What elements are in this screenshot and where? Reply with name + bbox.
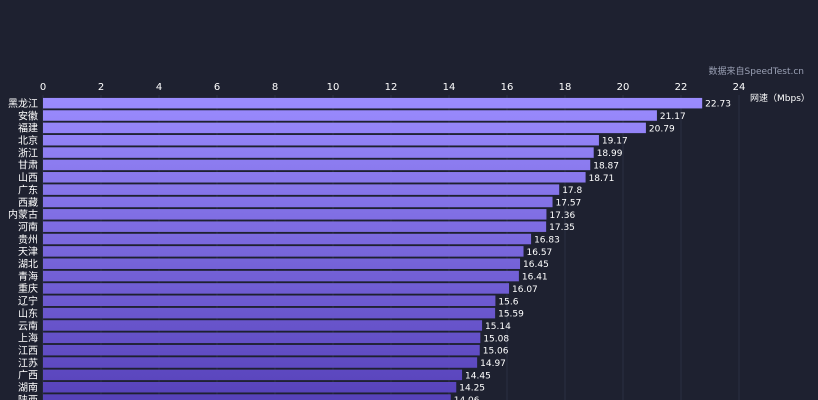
category-label: 浙江 bbox=[18, 147, 38, 159]
value-label: 18.87 bbox=[593, 161, 619, 171]
value-label: 16.83 bbox=[534, 236, 560, 246]
value-label: 15.14 bbox=[485, 322, 511, 332]
category-label: 江西 bbox=[18, 345, 38, 357]
value-label: 19.17 bbox=[602, 137, 628, 147]
bar bbox=[43, 320, 483, 331]
x-tick-label: 6 bbox=[214, 82, 220, 93]
value-label: 15.6 bbox=[498, 297, 518, 307]
bar bbox=[43, 307, 496, 319]
value-label: 14.06 bbox=[454, 396, 480, 400]
value-label: 22.73 bbox=[705, 100, 731, 110]
bar bbox=[43, 110, 657, 121]
category-label: 西藏 bbox=[18, 197, 38, 209]
category-label: 湖南 bbox=[18, 381, 38, 394]
category-label: 山东 bbox=[18, 307, 38, 320]
value-label: 21.17 bbox=[660, 112, 686, 122]
category-label: 内蒙古 bbox=[8, 208, 38, 221]
x-tick-label: 24 bbox=[733, 82, 746, 93]
bar bbox=[43, 246, 524, 257]
bar bbox=[43, 369, 463, 381]
category-label: 上海 bbox=[18, 332, 38, 345]
value-label: 14.45 bbox=[465, 371, 491, 381]
x-tick-label: 10 bbox=[327, 82, 340, 93]
x-axis-label: 网速（Mbps） bbox=[750, 93, 810, 104]
bar bbox=[43, 381, 457, 393]
category-label: 甘肃 bbox=[18, 159, 38, 172]
bar bbox=[43, 159, 591, 171]
bar bbox=[43, 172, 586, 183]
value-label: 16.07 bbox=[512, 285, 538, 295]
x-tick-label: 18 bbox=[559, 82, 572, 93]
value-label: 14.97 bbox=[480, 359, 506, 369]
bar bbox=[43, 122, 646, 134]
bar bbox=[43, 270, 519, 282]
value-label: 17.36 bbox=[549, 211, 575, 221]
category-label: 北京 bbox=[18, 134, 38, 147]
category-label: 广西 bbox=[18, 370, 38, 382]
value-label: 16.57 bbox=[527, 248, 553, 258]
x-axis-ticks: 0 2 4 6 8 10 12 14 16 18 20 22 24 bbox=[40, 82, 746, 93]
x-tick-label: 2 bbox=[98, 82, 104, 93]
category-label: 江苏 bbox=[18, 356, 38, 369]
x-tick-label: 12 bbox=[385, 82, 398, 93]
category-label: 广东 bbox=[18, 183, 38, 196]
bar bbox=[43, 233, 532, 245]
bar bbox=[43, 258, 521, 269]
bar bbox=[43, 357, 478, 368]
value-label: 15.08 bbox=[483, 334, 509, 344]
category-label: 河南 bbox=[18, 220, 38, 233]
bar bbox=[43, 209, 547, 220]
category-label: 山西 bbox=[18, 172, 38, 184]
bars-layer bbox=[43, 97, 703, 400]
value-label: 17.57 bbox=[556, 198, 582, 208]
value-label: 18.99 bbox=[597, 149, 623, 159]
category-labels: 黑龙江安徽福建北京浙江甘肃山西广东西藏内蒙古河南贵州天津湖北青海重庆辽宁山东云南… bbox=[8, 97, 38, 400]
category-label: 重庆 bbox=[18, 282, 38, 295]
value-label: 20.79 bbox=[649, 124, 675, 134]
value-label: 17.35 bbox=[549, 223, 575, 233]
category-label: 贵州 bbox=[18, 233, 38, 246]
value-label: 15.59 bbox=[498, 310, 524, 320]
x-tick-label: 20 bbox=[617, 82, 630, 93]
category-label: 福建 bbox=[18, 122, 38, 135]
bar bbox=[43, 196, 553, 208]
category-label: 陕西 bbox=[18, 393, 38, 400]
category-label: 青海 bbox=[18, 270, 38, 283]
x-tick-label: 22 bbox=[675, 82, 688, 93]
category-label: 黑龙江 bbox=[8, 97, 38, 110]
value-label: 16.41 bbox=[522, 273, 548, 283]
x-tick-label: 0 bbox=[40, 82, 46, 93]
x-tick-label: 14 bbox=[443, 82, 456, 93]
category-label: 云南 bbox=[18, 319, 38, 332]
bar bbox=[43, 344, 480, 356]
bar bbox=[43, 147, 594, 158]
value-labels: 22.73 21.17 20.79 19.17 18.99 18.87 18.71 17.8 1… bbox=[454, 100, 731, 400]
value-label: 17.8 bbox=[562, 186, 582, 196]
value-label: 14.25 bbox=[459, 384, 485, 394]
category-label: 安徽 bbox=[18, 109, 38, 122]
bar bbox=[43, 295, 496, 307]
category-label: 天津 bbox=[18, 246, 38, 258]
bar bbox=[43, 332, 481, 344]
bar bbox=[43, 394, 451, 400]
x-tick-label: 16 bbox=[501, 82, 514, 93]
category-label: 辽宁 bbox=[18, 295, 38, 308]
bar bbox=[43, 221, 547, 232]
data-source-label: 数据来自SpeedTest.cn bbox=[708, 67, 804, 77]
value-label: 18.71 bbox=[589, 174, 615, 184]
bar bbox=[43, 184, 560, 195]
bar bbox=[43, 134, 599, 146]
value-label: 16.45 bbox=[523, 260, 549, 270]
bar bbox=[43, 283, 510, 294]
category-label: 湖北 bbox=[18, 259, 38, 271]
value-label: 15.06 bbox=[483, 347, 509, 357]
bar bbox=[43, 97, 703, 109]
x-tick-label: 4 bbox=[156, 82, 162, 93]
x-tick-label: 8 bbox=[272, 82, 278, 93]
